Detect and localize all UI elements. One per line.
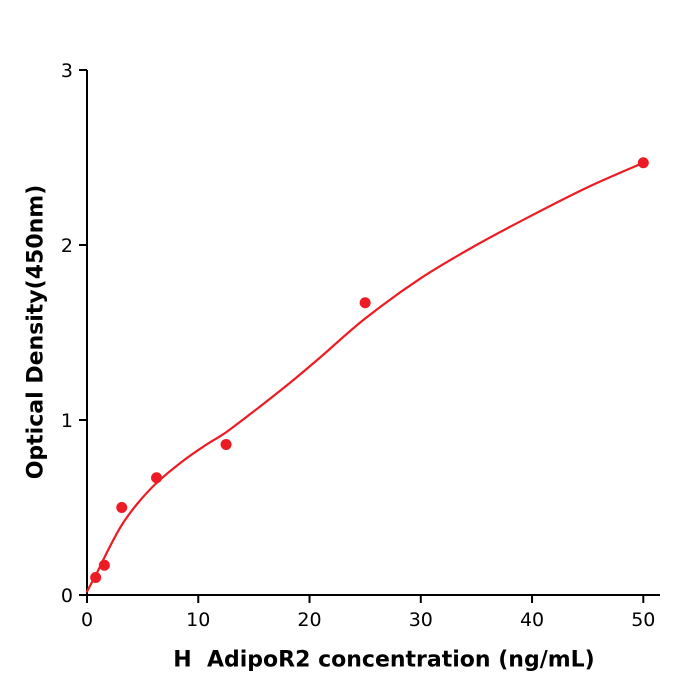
x-axis-title: H AdipoR2 concentration (ng/mL) bbox=[173, 647, 595, 673]
y-axis-title: Optical Density(450nm) bbox=[23, 184, 49, 480]
x-tick-label: 40 bbox=[520, 609, 544, 631]
y-tick-label: 3 bbox=[61, 60, 73, 82]
x-tick-label: 10 bbox=[186, 609, 210, 631]
y-tick-label: 0 bbox=[61, 585, 73, 607]
data-point bbox=[220, 439, 232, 450]
data-point bbox=[637, 157, 649, 169]
x-tick-label: 0 bbox=[81, 609, 93, 631]
y-tick-label: 1 bbox=[61, 410, 73, 432]
x-tick-label: 30 bbox=[409, 609, 433, 631]
data-point bbox=[90, 572, 102, 583]
fit-curve bbox=[85, 161, 645, 593]
y-tick-label: 2 bbox=[61, 235, 73, 257]
x-tick-label: 20 bbox=[297, 609, 321, 631]
data-point bbox=[151, 472, 163, 484]
x-tick-label: 50 bbox=[631, 609, 655, 631]
data-point bbox=[116, 502, 128, 513]
data-point bbox=[359, 297, 371, 309]
data-point bbox=[98, 559, 110, 571]
